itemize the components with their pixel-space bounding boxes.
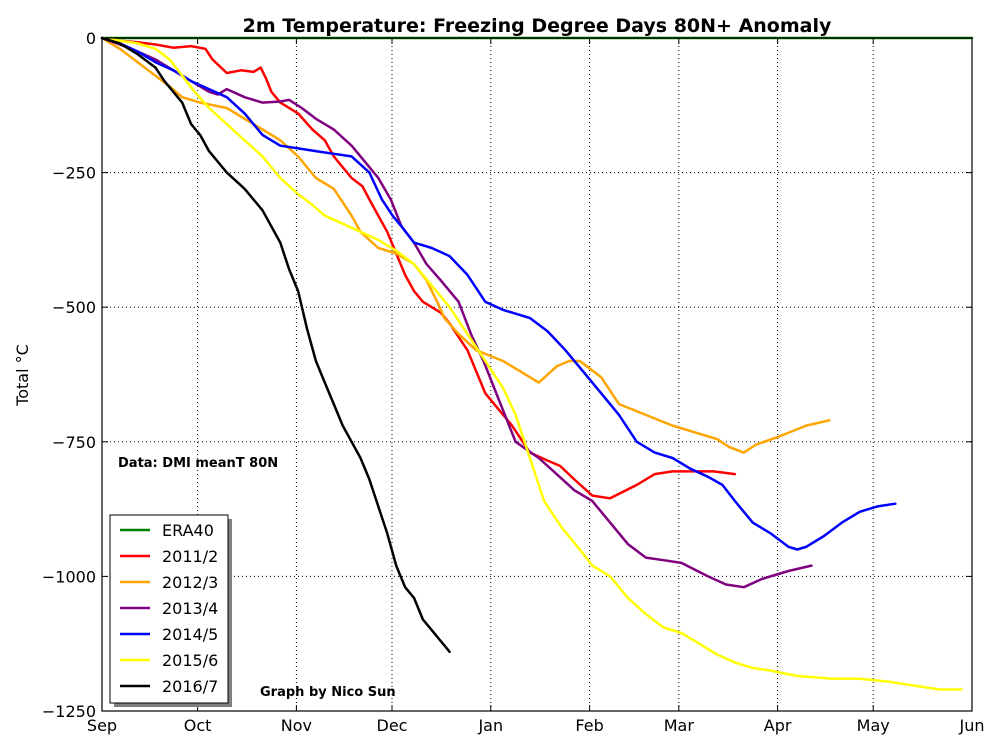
x-tick-label: Mar (664, 716, 695, 735)
legend-label: 2013/4 (162, 599, 218, 618)
x-tick-label: Sep (87, 716, 117, 735)
x-tick-label: Dec (377, 716, 408, 735)
legend-label: 2011/2 (162, 547, 218, 566)
data-source-annotation: Data: DMI meanT 80N (118, 456, 278, 471)
legend-label: 2014/5 (162, 625, 218, 644)
legend-label: 2016/7 (162, 677, 218, 696)
x-tick-label: Oct (184, 716, 212, 735)
series-line-2012-3 (100, 36, 831, 454)
x-tick-label: May (857, 716, 890, 735)
series-line-2011-2 (100, 36, 737, 500)
y-tick-label: −250 (52, 164, 96, 183)
x-tick-label: Feb (575, 716, 603, 735)
legend-label: ERA40 (162, 521, 214, 540)
y-tick-label: 0 (86, 29, 96, 48)
y-tick-label: −1000 (42, 567, 96, 586)
y-axis-label: Total °C (13, 344, 32, 407)
x-tick-label: Apr (764, 716, 792, 735)
graph-credit-annotation: Graph by Nico Sun (260, 685, 396, 700)
legend-label: 2012/3 (162, 573, 218, 592)
legend: ERA40 2011/2 2012/3 2013/4 2014/5 2015/6 2016/… (109, 514, 232, 707)
legend-label: 2015/6 (162, 651, 218, 670)
x-tick-label: Jun (959, 716, 985, 735)
axis-ticks: Sep Oct Nov Dec Jan Feb Mar Apr May Jun 0 −250 −500 −… (42, 29, 985, 735)
y-tick-label: −1250 (42, 702, 96, 721)
series-line-2014-5 (100, 36, 897, 551)
series-line-2013-4 (100, 36, 813, 589)
x-tick-label: Nov (281, 716, 312, 735)
series-line-2015-6 (100, 36, 963, 691)
grid-lines (102, 38, 972, 711)
plot-frame (101, 37, 973, 712)
y-tick-label: −500 (52, 298, 96, 317)
x-tick-label: Jan (477, 716, 503, 735)
chart-title: 2m Temperature: Freezing Degree Days 80N… (243, 15, 832, 37)
series-line-2016-7 (100, 36, 451, 654)
y-tick-label: −750 (52, 433, 96, 452)
